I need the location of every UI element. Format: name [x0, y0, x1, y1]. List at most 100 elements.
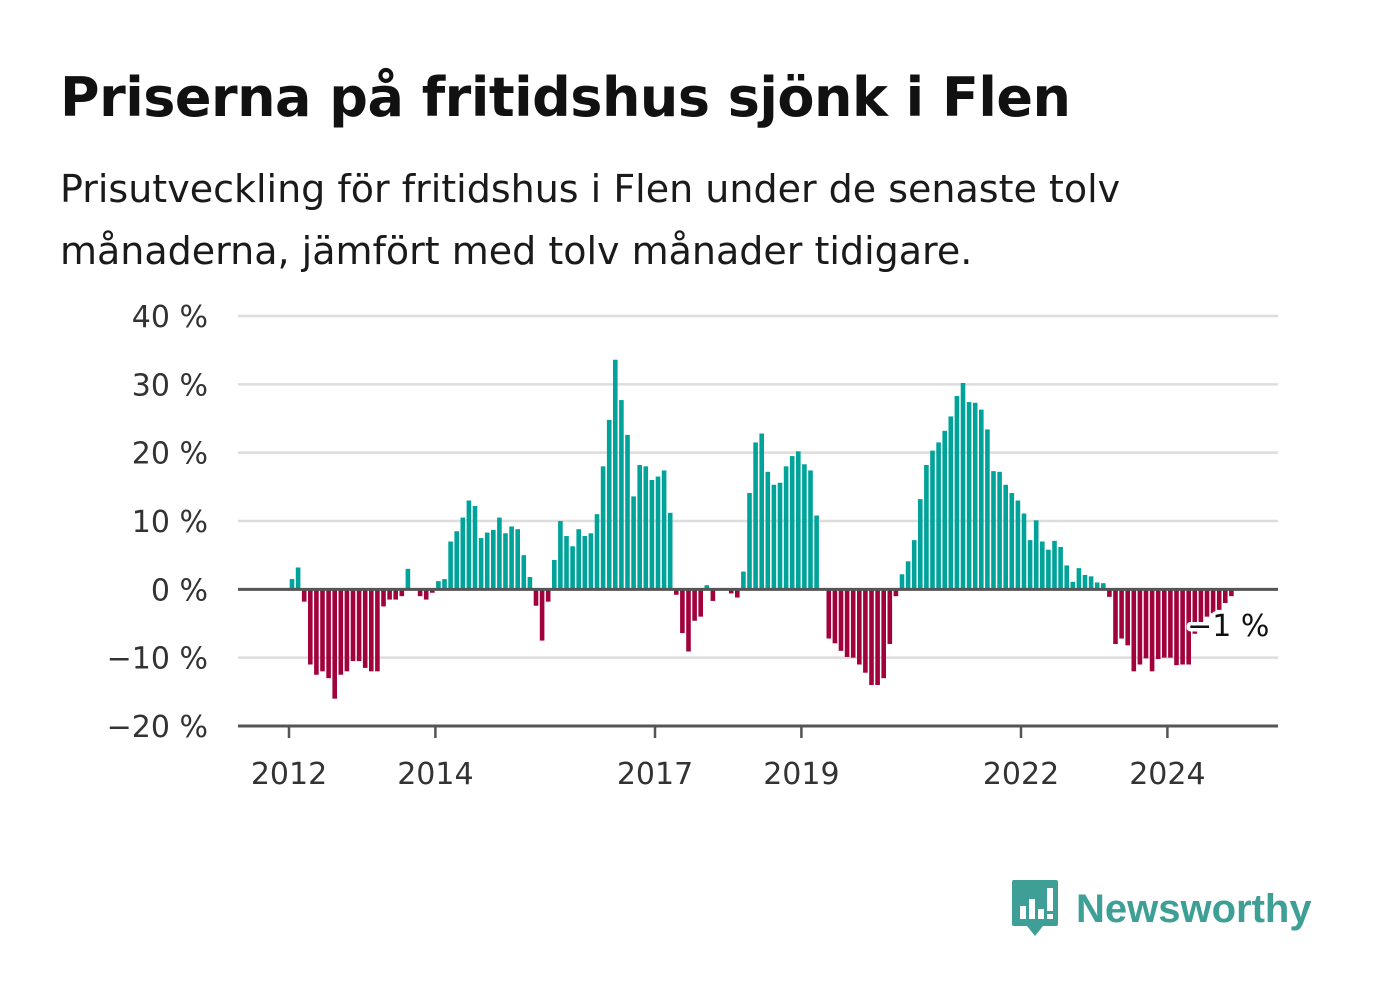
bar [783, 466, 789, 590]
y-tick-label: −10 % [107, 642, 208, 677]
bar [698, 589, 703, 617]
bar [295, 567, 301, 590]
bar [606, 419, 612, 590]
bar [1082, 574, 1088, 590]
bar [460, 517, 466, 590]
bar [911, 540, 917, 590]
bar [1094, 582, 1100, 590]
x-tick-label: 2017 [617, 757, 693, 792]
bar [881, 589, 886, 679]
bar [619, 400, 624, 590]
y-tick-label: 10 % [132, 505, 208, 540]
bar-chart-speech-bubble-icon [1012, 880, 1058, 936]
bar [478, 538, 484, 590]
bar [417, 589, 423, 597]
bar [423, 589, 429, 600]
bar [399, 589, 405, 597]
brand-name: Newsworthy [1076, 886, 1312, 931]
bar [704, 585, 710, 590]
bar [308, 589, 313, 665]
bar [893, 589, 899, 597]
bar [332, 589, 337, 699]
x-tick-label: 2012 [251, 757, 327, 792]
bar [1076, 568, 1082, 590]
bar [1113, 589, 1118, 644]
bar [1088, 576, 1094, 590]
bar [1052, 540, 1057, 590]
bar [649, 480, 655, 590]
bar [472, 505, 478, 590]
bar [442, 579, 447, 590]
bars [289, 359, 1234, 699]
brand-logo: Newsworthy [1010, 878, 1312, 940]
bar [826, 589, 832, 639]
bar [680, 589, 685, 634]
bar [667, 512, 673, 590]
axis-lines [238, 587, 1278, 728]
bar [1046, 549, 1051, 590]
y-tick-label: 40 % [132, 300, 208, 335]
bar [753, 442, 758, 590]
bar [545, 589, 551, 602]
bar [655, 476, 661, 590]
bar [405, 568, 411, 590]
bar [362, 589, 368, 668]
bar [710, 589, 716, 601]
bar [539, 589, 545, 641]
bar [948, 416, 954, 590]
bar [899, 574, 905, 590]
bar [985, 429, 990, 590]
y-tick-label: 30 % [132, 368, 208, 403]
bar [497, 517, 502, 590]
bar [558, 521, 563, 590]
bar [728, 589, 734, 594]
last-value-annotation: −1 % [1187, 609, 1269, 644]
bar [1229, 589, 1234, 597]
bar [1192, 589, 1198, 634]
x-tick-label: 2014 [397, 757, 473, 792]
bar [765, 471, 771, 590]
bar [552, 559, 557, 590]
bar [1143, 589, 1149, 659]
bar [594, 514, 600, 590]
bar [600, 466, 606, 590]
bar [533, 589, 539, 606]
bar [625, 434, 630, 590]
bar [338, 589, 344, 675]
gridlines [238, 314, 1278, 659]
bar [509, 526, 514, 590]
x-axis: 2012 2014 2017 2019 2022 2024 [251, 726, 1206, 792]
bar [1009, 492, 1015, 590]
bar [613, 359, 618, 590]
bar [1162, 589, 1167, 658]
bar [1119, 589, 1124, 639]
bar [1216, 589, 1222, 610]
bar [979, 409, 984, 590]
bar [771, 484, 777, 590]
bar [515, 529, 520, 590]
bar [576, 529, 581, 590]
bar [960, 382, 966, 590]
bar [301, 589, 307, 602]
bar [857, 589, 862, 665]
bar [1174, 589, 1179, 666]
bar [875, 589, 880, 685]
bar [777, 482, 783, 590]
bar [1003, 484, 1008, 590]
bar [1070, 581, 1076, 590]
bar [924, 464, 929, 590]
bar [844, 589, 850, 657]
bar [637, 464, 642, 590]
bar [838, 589, 844, 651]
bar [972, 402, 978, 590]
bar [393, 589, 398, 600]
y-axis: −20 % −10 % 0 % 10 % 20 % 30 % 40 % [107, 300, 208, 745]
bar [759, 433, 764, 590]
bar [1155, 589, 1161, 660]
bar [1210, 589, 1216, 614]
bar [314, 589, 319, 675]
bar [344, 589, 350, 672]
bar [1040, 541, 1045, 590]
bar [1015, 500, 1021, 590]
bar [643, 466, 649, 590]
